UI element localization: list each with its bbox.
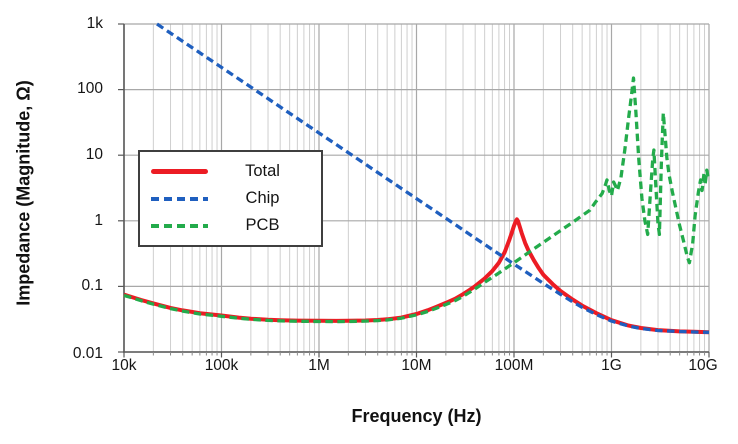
x-tick-label: 10k xyxy=(111,357,137,374)
legend-label: PCB xyxy=(245,216,280,234)
legend-item-pcb: PCB xyxy=(151,216,317,235)
chip-line-swatch xyxy=(151,196,208,201)
total-line-swatch xyxy=(151,169,208,174)
y-tick-label: 0.1 xyxy=(81,277,103,294)
y-tick-label: 1k xyxy=(86,15,103,32)
legend-label: Chip xyxy=(245,189,280,207)
x-tick-label: 100M xyxy=(494,357,534,374)
x-tick-label: 10M xyxy=(401,357,432,374)
y-tick-label: 10 xyxy=(85,146,103,163)
x-tick-label: 100k xyxy=(204,357,239,374)
x-tick-label: 1M xyxy=(308,357,330,374)
x-axis-title: Frequency (Hz) xyxy=(351,406,482,426)
pcb-line-swatch xyxy=(151,223,208,228)
legend-item-chip: Chip xyxy=(151,189,317,208)
legend: Total Chip PCB xyxy=(138,150,323,247)
legend-item-total: Total xyxy=(151,162,317,181)
y-axis-title: Impedance (Magnitude, Ω) xyxy=(13,80,34,306)
y-tick-label: 0.01 xyxy=(72,345,103,362)
legend-label: Total xyxy=(245,162,280,180)
y-tick-label: 100 xyxy=(77,80,103,97)
x-tick-label: 1G xyxy=(601,357,622,374)
y-tick-label: 1 xyxy=(94,212,103,229)
x-tick-label: 10G xyxy=(688,357,718,374)
series-pcb-line xyxy=(123,76,711,324)
